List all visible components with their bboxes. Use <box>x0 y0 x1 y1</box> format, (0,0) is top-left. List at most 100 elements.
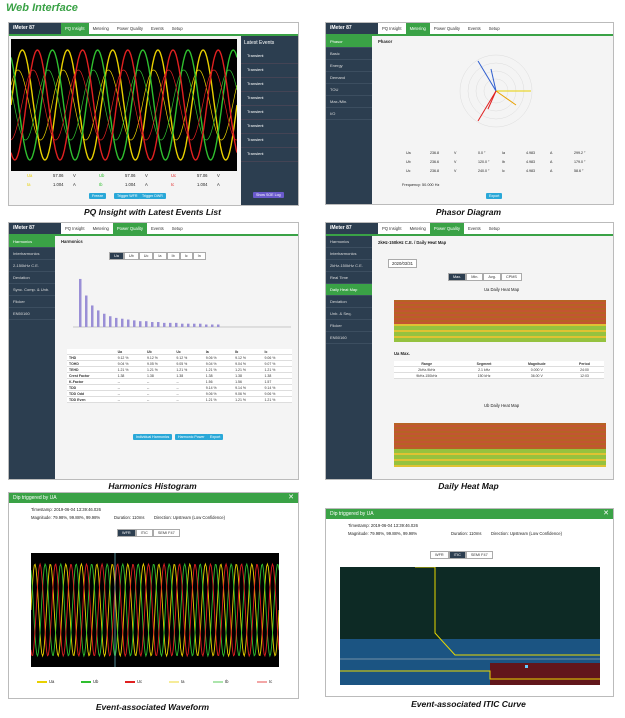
reading: A <box>217 182 220 187</box>
close-icon[interactable]: ✕ <box>603 510 609 517</box>
side-menu: Harmonics Interharmonics 2kHz-150kHz C.E. R… <box>326 236 372 479</box>
reading: 1.004 <box>125 182 136 187</box>
menu-item: Flicker <box>9 296 55 308</box>
reading: Ua <box>27 173 33 178</box>
close-icon[interactable]: ✕ <box>288 494 294 501</box>
bar <box>193 323 196 327</box>
waveform-dialog: Dip triggered by UA ✕ Timestamp: 2019-06-0… <box>8 492 299 699</box>
view-tab: Avg. <box>483 273 501 281</box>
reading: 1.004 <box>197 182 208 187</box>
menu-item: Deviation <box>9 272 55 284</box>
bar <box>205 324 208 327</box>
nav-tab: Power Quality <box>433 26 460 31</box>
direction: Direction: Upstream (Low Confidence) <box>491 531 562 536</box>
phasor-cell: 236.8 <box>430 151 439 155</box>
timestamp: Timestamp: 2019-06-04 13:39:46.026 <box>348 523 418 528</box>
heat-band <box>394 427 606 429</box>
heat-band <box>394 322 606 324</box>
nav-tab: Setup <box>171 26 183 31</box>
table-row: THD 9.12 % 9.12 % 9.12 % 9.06 % 9.12 % 9.06 % <box>67 354 292 361</box>
reading: A <box>73 182 76 187</box>
table-row: Crest Factor 1.38 1.38 1.38 1.38 1.38 1.38 <box>67 372 292 379</box>
top-bar: iMeter 87 PQ Insight Metering Power Quality… <box>9 223 298 236</box>
bar <box>97 310 100 327</box>
column-head: Ic <box>262 349 292 355</box>
reading: Ib <box>99 182 103 187</box>
cell: K-Factor <box>67 378 116 385</box>
heat-band <box>394 461 606 463</box>
cell: 9kHz-150kHz <box>394 372 460 379</box>
reading: A <box>145 182 148 187</box>
phasor-cell: 4.983 <box>526 169 535 173</box>
cell: -- <box>144 378 175 385</box>
table-row: TOHD 9.04 % 9.05 % 9.05 % 9.04 % 9.04 % 9.07 % <box>67 360 292 367</box>
legend-label: Uc <box>137 679 143 684</box>
legend-swatch <box>169 681 179 683</box>
event-item: Transient <box>241 148 298 162</box>
menu-item: Deviation <box>326 296 372 308</box>
heat-band <box>394 425 606 427</box>
phasor-cell: Ic <box>502 169 505 173</box>
caption: Event-associated Waveform <box>95 702 210 712</box>
heat-band <box>394 463 606 465</box>
event-item: Transient <box>241 120 298 134</box>
top-bar: iMeter 87 PQ Insight Metering Power Quality… <box>326 223 613 236</box>
cell: 9.05 % <box>174 360 204 367</box>
nav-tab: Metering <box>92 26 109 31</box>
chart-tabs: WFR ITIC SEMI F47 <box>117 529 180 537</box>
action-button: Freeze <box>89 193 107 199</box>
cell: 9.04 % <box>233 360 263 367</box>
caption: Harmonics Histogram <box>108 481 197 491</box>
legend-label: Ub <box>93 679 99 684</box>
nav-tab: Power Quality <box>116 26 143 31</box>
table-row: 2kHz-9kHz 2.1 kHz 0.000 V 24:00 <box>394 366 604 373</box>
event-item: Transient <box>241 50 298 64</box>
cell: 1.57 <box>262 378 292 385</box>
heading: 2kHz-150kHz C.E. / Daily Heat Map <box>378 240 447 245</box>
menu-item: EN50160 <box>326 332 372 344</box>
legend-label: Ic <box>269 679 273 684</box>
nav-tab: Events <box>467 26 481 31</box>
log-button: Show SOE Log <box>253 192 284 198</box>
heat-band <box>394 455 606 457</box>
plot <box>394 423 606 467</box>
heat-band <box>394 435 606 437</box>
side-menu: Phasor Basic Energy Demand TOU Max./Min. I/O <box>326 36 372 204</box>
menu-item: Flicker <box>326 320 372 332</box>
waveform <box>11 69 237 141</box>
map-title: Ub Daily Heat Map <box>484 403 520 408</box>
legend-label: Ia <box>181 679 185 684</box>
heat-band <box>394 326 606 328</box>
chart-tab[interactable]: SEMI F47 <box>465 551 493 559</box>
bar <box>175 322 178 327</box>
nav-tab: Events <box>467 226 481 231</box>
heat-band <box>394 320 606 322</box>
chart-tab[interactable]: ITIC <box>135 529 153 537</box>
nav-tab: PQ Insight <box>65 226 85 231</box>
waveform <box>11 49 237 161</box>
nav-tab: PQ Insight <box>382 26 402 31</box>
menu-item: Phasor <box>326 36 372 48</box>
heat-band <box>394 338 606 340</box>
waveform <box>11 69 237 141</box>
phasor-vector <box>487 90 497 110</box>
waveform <box>11 49 237 161</box>
menu-item: 2kHz-150kHz C.E. <box>326 260 372 272</box>
cell: THD <box>67 354 116 361</box>
cell: 1.38 <box>115 372 145 379</box>
heat-band <box>394 449 606 451</box>
view-tab: Min. <box>466 273 484 281</box>
chart-tab[interactable]: SEMI F47 <box>152 529 180 537</box>
chart-tab[interactable]: WFR <box>117 529 136 537</box>
bar <box>199 323 202 327</box>
heat-band <box>394 459 606 461</box>
cell: 2kHz-9kHz <box>394 366 460 373</box>
reading: Ia <box>27 182 31 187</box>
chart-tab[interactable]: WFR <box>430 551 449 559</box>
cell: Crest Factor <box>67 372 116 379</box>
cell: 9.14 % <box>203 384 234 391</box>
cell: TEHD <box>67 366 116 373</box>
cell: 1.21 % <box>233 396 263 403</box>
heat-band <box>394 336 606 338</box>
chart-tab[interactable]: ITIC <box>448 551 466 559</box>
